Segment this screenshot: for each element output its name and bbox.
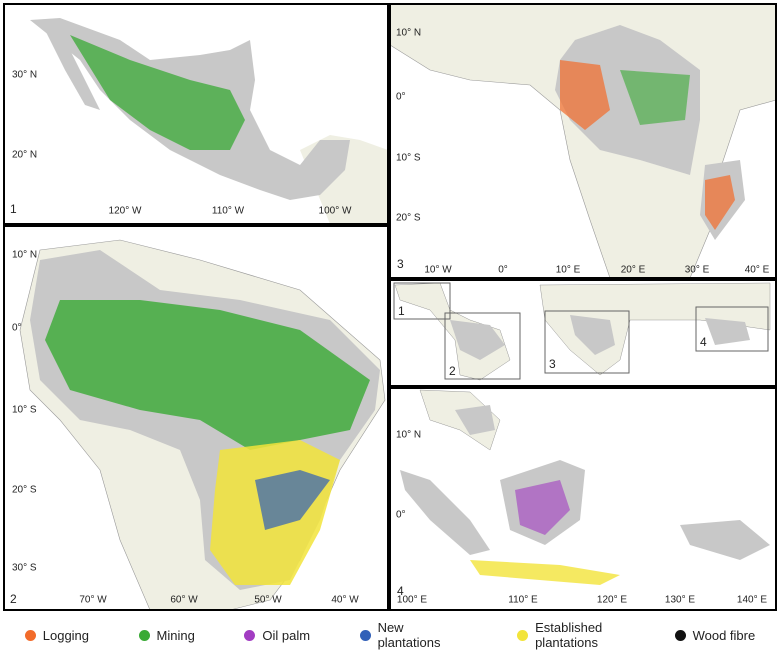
panel-border xyxy=(389,3,777,279)
logging-area xyxy=(560,60,610,130)
lat-label: 20° S xyxy=(396,213,421,224)
overview-map: 1 2 3 4 xyxy=(389,279,777,387)
land xyxy=(419,389,501,451)
legend-item: Established plantations xyxy=(517,620,625,650)
legend-item: Logging xyxy=(24,627,90,643)
legend: Logging Mining Oil palm New plantations Esta… xyxy=(0,614,780,656)
oil-palm-area xyxy=(515,480,570,535)
legend-label: Established plantations xyxy=(535,620,603,650)
lon-label: 110° W xyxy=(212,206,245,217)
land-sumatra xyxy=(400,470,490,555)
lon-label: 120° E xyxy=(597,595,627,606)
panel-number: 1 xyxy=(10,202,17,216)
lat-label: 0° xyxy=(396,510,406,521)
lon-label: 10° W xyxy=(424,265,452,276)
box-label: 3 xyxy=(549,357,556,371)
land-baja xyxy=(45,30,100,110)
lon-label: 30° E xyxy=(685,265,710,276)
forest-region xyxy=(555,25,700,175)
logging-area xyxy=(705,175,735,230)
box xyxy=(544,310,630,374)
land-newguinea xyxy=(680,520,770,560)
legend-item: Wood fibre xyxy=(674,627,756,643)
legend-swatch xyxy=(674,629,686,641)
mining-area xyxy=(45,300,370,450)
lat-label: 30° N xyxy=(12,70,37,81)
legend-label: Oil palm xyxy=(262,627,311,643)
lon-label: 20° E xyxy=(621,265,646,276)
panel-2: 10° N 0° 10° S 20° S 30° S 70° W 60° W 5… xyxy=(3,225,389,611)
lat-label: 20° N xyxy=(12,150,37,161)
panel-number: 3 xyxy=(397,257,404,271)
panel-number: 2 xyxy=(10,592,17,606)
box-label: 2 xyxy=(449,364,456,378)
panel-3: 10° N 0° 10° S 20° S 10° W 0° 10° E 20° … xyxy=(389,3,777,279)
legend-swatch xyxy=(244,629,256,641)
legend-item: Mining xyxy=(138,627,195,643)
lon-label: 110° E xyxy=(508,595,538,606)
legend-label: Mining xyxy=(156,627,195,643)
box xyxy=(695,306,769,352)
panel-border xyxy=(389,387,777,611)
panel-1: 30° N 20° N 120° W 110° W 100° W 1 xyxy=(3,3,389,225)
legend-swatch xyxy=(359,629,371,641)
legend-item: Oil palm xyxy=(244,628,310,643)
lat-label: 0° xyxy=(396,92,406,103)
lon-label: 60° W xyxy=(170,595,198,606)
land xyxy=(705,318,750,345)
lon-label: 140° E xyxy=(737,595,767,606)
land xyxy=(570,315,615,355)
plantation-area xyxy=(470,560,620,585)
lat-label: 10° N xyxy=(12,250,37,261)
box xyxy=(444,312,521,380)
land xyxy=(450,320,505,360)
panel-4: 10° N 0° 100° E 110° E 120° E 130° E 140… xyxy=(389,387,777,611)
box-label: 4 xyxy=(700,335,707,349)
legend-swatch xyxy=(138,629,150,641)
lon-label: 40° W xyxy=(331,595,359,606)
legend-label: Logging xyxy=(42,627,90,643)
lon-label: 10° E xyxy=(556,265,581,276)
legend-label: New plantations xyxy=(377,620,441,650)
lon-label: 0° xyxy=(498,265,508,276)
map-figure: 30° N 20° N 120° W 110° W 100° W 1 10° N… xyxy=(3,3,777,611)
legend-label: Wood fibre xyxy=(692,627,756,643)
box xyxy=(393,282,451,320)
panel-number: 4 xyxy=(397,584,404,598)
lon-label: 120° W xyxy=(109,206,142,217)
panel-border xyxy=(3,225,389,611)
lon-label: 50° W xyxy=(254,595,282,606)
lat-label: 20° S xyxy=(12,485,37,496)
lon-label: 100° E xyxy=(397,595,427,606)
box-label: 1 xyxy=(398,304,405,318)
lon-label: 40° E xyxy=(745,265,770,276)
lat-label: 30° S xyxy=(12,563,37,574)
lat-label: 10° N xyxy=(396,430,421,441)
mining-area xyxy=(620,70,690,125)
new-plantation-area xyxy=(255,470,330,530)
lon-label: 70° W xyxy=(79,595,107,606)
lon-label: 100° W xyxy=(319,206,352,217)
lon-label: 130° E xyxy=(665,595,695,606)
lat-label: 10° S xyxy=(12,405,37,416)
lat-label: 10° S xyxy=(396,153,421,164)
land xyxy=(455,405,495,435)
lat-label: 10° N xyxy=(396,28,421,39)
legend-swatch xyxy=(517,629,529,641)
panel-border xyxy=(389,279,777,387)
legend-swatch xyxy=(24,629,36,641)
legend-item: New plantations xyxy=(359,620,468,650)
panel-border xyxy=(3,3,389,225)
lat-label: 0° xyxy=(12,323,22,334)
mining-area xyxy=(70,35,245,150)
